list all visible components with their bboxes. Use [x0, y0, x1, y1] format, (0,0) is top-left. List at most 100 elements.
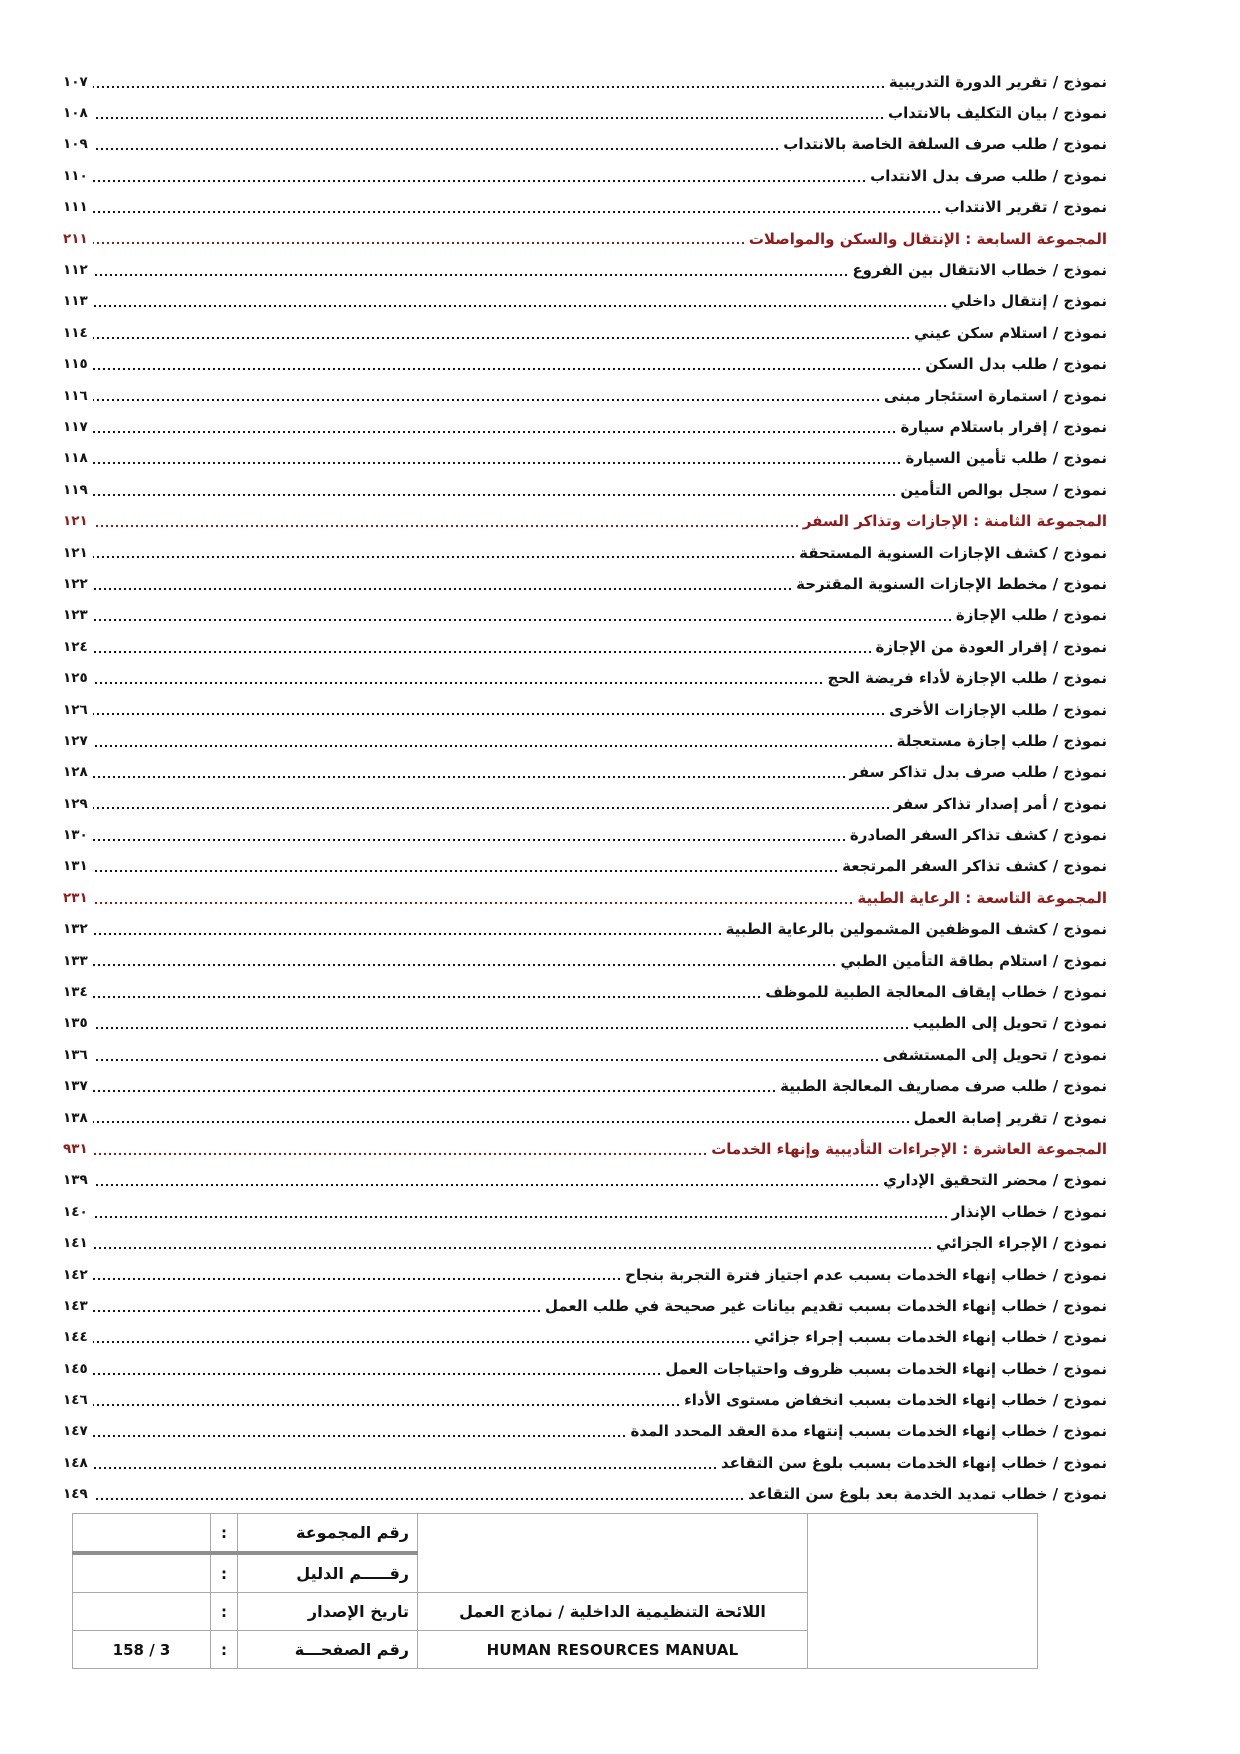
toc-entry-title: نموذج / خطاب إنهاء الخدمات بسبب ظروف واح…	[665, 1359, 1107, 1378]
toc-entry-title: نموذج / طلب صرف بدل تذاكر سفر	[849, 763, 1107, 782]
toc-entry-title: نموذج / تقرير الدورة التدريبية	[888, 72, 1107, 91]
toc-section-header: المجموعة التاسعة : الرعاية الطبية ٢٣١	[63, 882, 1107, 913]
dotted-leader	[92, 1298, 540, 1313]
toc-page-number: ١٢٢	[63, 575, 88, 592]
toc-entry-title: نموذج / تقرير إصابة العمل	[913, 1108, 1107, 1127]
toc-page-number: ١٢٣	[63, 607, 88, 624]
toc-entry: نموذج / طلب إجازة مستعجلة ١٢٧	[63, 725, 1107, 756]
toc-entry: نموذج / الإجراء الجزائي ١٤١	[63, 1227, 1107, 1258]
toc-entry: نموذج / محضر التحقيق الإداري ١٣٩	[63, 1165, 1107, 1196]
toc-entry-title: نموذج / استمارة استئجار مبنى	[883, 386, 1107, 405]
toc-page-number: ٩٣١	[63, 1140, 88, 1157]
toc-entry: نموذج / خطاب تمديد الخدمة بعد بلوغ سن ال…	[63, 1479, 1107, 1510]
toc-page-number: ١١٧	[63, 418, 88, 435]
toc-entry-title: نموذج / إقرار باستلام سيارة	[900, 417, 1107, 436]
toc-entry-title: نموذج / كشف الإجازات السنوية المستحقة	[799, 543, 1107, 562]
toc-entry-title: نموذج / استلام سكن عيني	[913, 323, 1107, 342]
toc-entry-title: نموذج / طلب بدل السكن	[925, 355, 1107, 374]
dotted-leader	[92, 325, 909, 340]
toc-page-number: ١٤٦	[63, 1392, 88, 1409]
toc-entry: نموذج / إقرار باستلام سيارة ١١٧	[63, 411, 1107, 442]
dotted-leader	[92, 985, 761, 1000]
toc-entry: نموذج / مخطط الإجازات السنوية المقترحة ١٢…	[63, 568, 1107, 599]
toc-entry-title: نموذج / خطاب تمديد الخدمة بعد بلوغ سن ال…	[748, 1485, 1107, 1504]
toc-entry: نموذج / استمارة استئجار مبنى ١١٦	[63, 380, 1107, 411]
toc-page-number: ٢١١	[63, 230, 88, 247]
toc-entry-title: نموذج / مخطط الإجازات السنوية المقترحة	[796, 574, 1107, 593]
dotted-leader	[92, 419, 896, 434]
toc-entry: نموذج / بيان التكليف بالانتداب ١٠٨	[63, 97, 1107, 128]
dotted-leader	[92, 294, 946, 309]
dotted-leader	[92, 922, 721, 937]
toc-page-number: ١١٠	[63, 167, 88, 184]
toc-entry-title: نموذج / طلب الإجازة	[955, 606, 1107, 625]
toc-entry: نموذج / إقرار العودة من الإجازة ١٢٤	[63, 631, 1107, 662]
toc-entry: نموذج / استلام سكن عيني ١١٤	[63, 317, 1107, 348]
toc-entry-title: نموذج / محضر التحقيق الإداري	[883, 1171, 1107, 1190]
toc-entry: نموذج / كشف الإجازات السنوية المستحقة ١٢١	[63, 537, 1107, 568]
footer-value-issue-date	[72, 1592, 211, 1631]
toc-entry: نموذج / طلب صرف مصاريف المعالجة الطبية ١٣…	[63, 1071, 1107, 1102]
toc-entry-title: نموذج / الإجراء الجزائي	[936, 1234, 1107, 1253]
toc-entry: نموذج / خطاب إنهاء الخدمات بسبب إجراء جز…	[63, 1322, 1107, 1353]
dotted-leader	[92, 639, 871, 654]
toc-page-number: ١٣٣	[63, 952, 88, 969]
dotted-leader	[92, 953, 836, 968]
toc-page-number: ١٣٠	[63, 827, 88, 844]
dotted-leader	[92, 702, 885, 717]
toc-page-number: ١٤٩	[63, 1486, 88, 1503]
dotted-leader	[92, 828, 845, 843]
dotted-leader	[92, 1424, 626, 1439]
toc-page-number: ١٤٧	[63, 1423, 88, 1440]
footer-colon: :	[210, 1552, 238, 1593]
toc-entry: نموذج / خطاب إنهاء الخدمات بسبب انخفاض م…	[63, 1384, 1107, 1415]
toc-page-number: ١٤٨	[63, 1454, 88, 1471]
toc-page-number: ١٤٣	[63, 1297, 88, 1314]
toc-page-number: ١٣٦	[63, 1046, 88, 1063]
toc-entry: نموذج / خطاب إنهاء الخدمات بسبب عدم اجتي…	[63, 1259, 1107, 1290]
toc-entry: نموذج / خطاب إيقاف المعالجة الطبية للموظ…	[63, 976, 1107, 1007]
dotted-leader	[92, 1110, 909, 1125]
toc-entry: نموذج / تقرير إصابة العمل ١٣٨	[63, 1102, 1107, 1133]
toc-entry: نموذج / تقرير الدورة التدريبية ١٠٧	[63, 66, 1107, 97]
toc-page-number: ١٢٩	[63, 795, 88, 812]
toc-page-number: ١٤١	[63, 1235, 88, 1252]
toc-entry: نموذج / سجل بوالص التأمين ١١٩	[63, 474, 1107, 505]
toc-entry-title: نموذج / سجل بوالص التأمين	[900, 480, 1107, 499]
toc-page-number: ١٢٥	[63, 670, 88, 687]
toc-entry: نموذج / تحويل إلى الطبيب ١٣٥	[63, 1008, 1107, 1039]
dotted-leader	[92, 451, 901, 466]
toc-entry: نموذج / طلب صرف بدل الانتداب ١١٠	[63, 160, 1107, 191]
toc-section-header: المجموعة العاشرة : الإجراءات التأديبية و…	[63, 1133, 1107, 1164]
toc-page-number: ١٢٨	[63, 764, 88, 781]
dotted-leader	[92, 388, 879, 403]
footer-logo-cell	[807, 1513, 1038, 1669]
toc-entry: نموذج / طلب الإجازة لأداء فريضة الحج ١٢٥	[63, 662, 1107, 693]
toc-page-number: ١٢٧	[63, 732, 88, 749]
toc-page-number: ١٣١	[63, 858, 88, 875]
toc-page-number: ١١٩	[63, 481, 88, 498]
toc-section-header: المجموعة السابعة : الإنتقال والسكن والمو…	[63, 223, 1107, 254]
toc-entry: نموذج / تحويل إلى المستشفى ١٣٦	[63, 1039, 1107, 1070]
toc-page-number: ١٣٢	[63, 921, 88, 938]
toc-entry-title: نموذج / طلب الإجازات الأخرى	[889, 700, 1107, 719]
toc-page-number: ١٤٥	[63, 1360, 88, 1377]
footer-title-english: HUMAN RESOURCES MANUAL	[417, 1630, 808, 1669]
toc-entry-title: المجموعة التاسعة : الرعاية الطبية	[857, 888, 1107, 907]
toc-entry: نموذج / كشف تذاكر السفر الصادرة ١٣٠	[63, 819, 1107, 850]
toc-page-number: ١٢٦	[63, 701, 88, 718]
toc-page-number: ١٢١	[63, 513, 88, 530]
toc-entry-title: نموذج / استلام بطاقة التأمين الطبي	[840, 951, 1107, 970]
toc-page-number: ١١٢	[63, 262, 88, 279]
toc-entry-title: نموذج / تقرير الانتداب	[944, 198, 1107, 217]
toc-entry-title: نموذج / خطاب إنهاء الخدمات بسبب انخفاض م…	[684, 1391, 1107, 1410]
dotted-leader	[92, 796, 889, 811]
dotted-leader	[92, 1204, 947, 1219]
toc-entry-title: نموذج / خطاب الإنذار	[951, 1202, 1107, 1221]
toc-page-number: ١٠٨	[63, 105, 88, 122]
toc-entry-title: المجموعة العاشرة : الإجراءات التأديبية و…	[711, 1139, 1107, 1158]
toc-entry: نموذج / خطاب الانتقال بين الفروع ١١٢	[63, 254, 1107, 285]
dotted-leader	[92, 859, 838, 874]
dotted-leader	[92, 482, 896, 497]
dotted-leader	[92, 671, 823, 686]
